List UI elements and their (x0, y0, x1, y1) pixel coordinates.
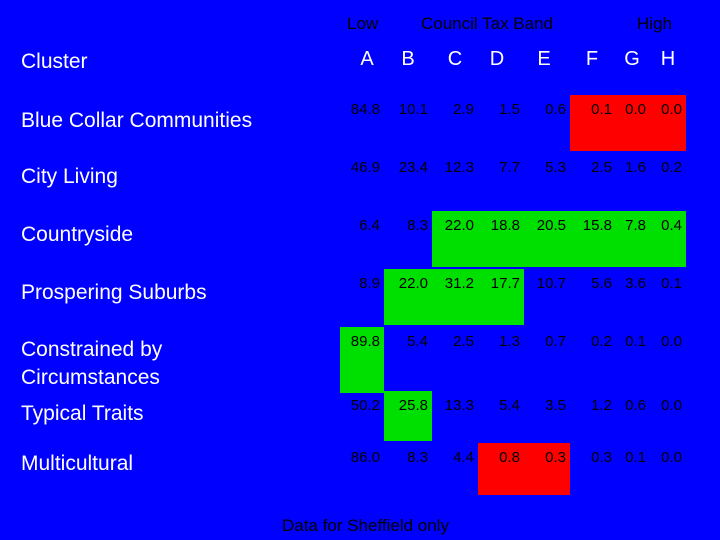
table-cell: 84.8 (350, 101, 380, 118)
table-cell: 0.4 (650, 211, 686, 267)
row-label: Typical Traits (21, 402, 144, 425)
high-label: High (637, 14, 672, 33)
table-cell: 0.0 (661, 397, 682, 414)
table-cell: 3.5 (545, 397, 566, 414)
column-header-a: A (360, 48, 374, 70)
table-cell: 0.2 (591, 333, 612, 350)
table-cell: 6.4 (359, 217, 380, 234)
table-cell: 0.0 (650, 95, 686, 151)
table-cell: 0.3 (591, 449, 612, 466)
table-cell: 0.1 (625, 449, 646, 466)
table-cell: 1.2 (591, 397, 612, 414)
table-cell: 31.2 (432, 269, 478, 325)
column-header-c: C (447, 48, 463, 70)
table-cell: 22.0 (432, 211, 478, 267)
table-cell: 8.3 (407, 217, 428, 234)
table-cell: 4.4 (453, 449, 474, 466)
table-cell: 12.3 (444, 159, 474, 176)
table-cell: 0.8 (478, 443, 524, 495)
footnote: Data for Sheffield only (282, 516, 449, 535)
table-cell: 0.1 (661, 275, 682, 292)
table-cell: 20.5 (524, 211, 570, 267)
column-header-f: F (585, 48, 599, 70)
column-header-b: B (401, 48, 415, 70)
table-cell: 8.3 (407, 449, 428, 466)
table-cell: 50.2 (350, 397, 380, 414)
row-label: Blue Collar Communities (21, 109, 253, 132)
table-cell: 2.5 (453, 333, 474, 350)
table-cell: 17.7 (478, 269, 524, 325)
table-cell: 0.0 (661, 333, 682, 350)
table-cell: 2.9 (453, 101, 474, 118)
table-cell: 25.8 (384, 391, 432, 441)
table-cell: 0.1 (570, 95, 616, 151)
table-cell: 5.4 (499, 397, 520, 414)
table-cell: 0.1 (625, 333, 646, 350)
table-cell: 1.3 (499, 333, 520, 350)
table-cell: 89.8 (340, 327, 384, 393)
table-cell: 13.3 (444, 397, 474, 414)
table-cell: 0.0 (661, 449, 682, 466)
table-cell: 10.1 (398, 101, 428, 118)
table-cell: 0.0 (616, 95, 650, 151)
table-cell: 5.3 (545, 159, 566, 176)
row-label: Prospering Suburbs (21, 281, 207, 304)
column-header-d: D (489, 48, 505, 70)
table-cell: 0.6 (625, 397, 646, 414)
table-cell: 0.2 (661, 159, 682, 176)
table-cell: 7.8 (616, 211, 650, 267)
table-cell: 22.0 (384, 269, 432, 325)
column-header-h: H (660, 48, 676, 70)
table-cell: 5.4 (407, 333, 428, 350)
row-label: Constrained by Circumstances (21, 338, 163, 389)
row-label: Multicultural (21, 452, 134, 475)
column-header-e: E (537, 48, 551, 70)
table-cell: 8.9 (359, 275, 380, 292)
table-cell: 23.4 (398, 159, 428, 176)
table-cell: 46.9 (350, 159, 380, 176)
table-cell: 0.3 (524, 443, 570, 495)
cluster-header: Cluster (21, 50, 88, 73)
low-label: Low (347, 14, 379, 33)
table-cell: 1.6 (625, 159, 646, 176)
table-cell: 86.0 (350, 449, 380, 466)
table-cell: 2.5 (591, 159, 612, 176)
council-tax-band-label: Council Tax Band (421, 14, 553, 33)
row-label: Countryside (21, 223, 134, 246)
table-cell: 3.6 (625, 275, 646, 292)
table-cell: 0.7 (545, 333, 566, 350)
column-header-g: G (624, 48, 640, 70)
table-cell: 7.7 (499, 159, 520, 176)
table-cell: 15.8 (570, 211, 616, 267)
table-cell: 18.8 (478, 211, 524, 267)
table-cell: 5.6 (591, 275, 612, 292)
table-cell: 1.5 (499, 101, 520, 118)
table-cell: 0.6 (545, 101, 566, 118)
row-label: City Living (21, 165, 118, 188)
table-cell: 10.7 (536, 275, 566, 292)
